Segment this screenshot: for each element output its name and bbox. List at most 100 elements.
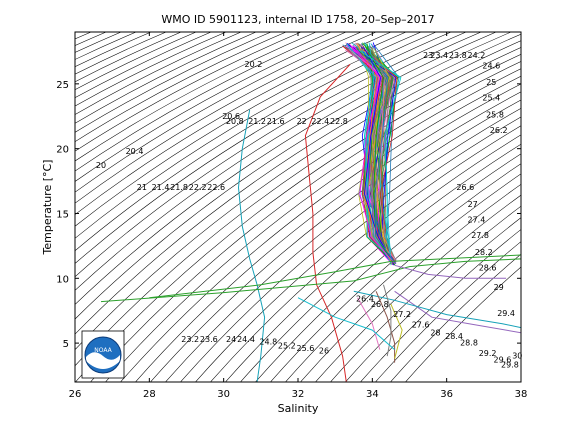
series-line (353, 290, 521, 329)
y-tick-label: 5 (63, 339, 69, 350)
isopycnal-line (270, 163, 521, 382)
y-tick-label: 15 (56, 209, 69, 220)
isopycnal-label: 20.8 (226, 117, 244, 126)
x-tick-label: 38 (515, 389, 528, 400)
isopycnal-line (240, 143, 521, 382)
profile-trace (369, 45, 394, 263)
x-axis: 26 28 30 32 34 36 38 (69, 32, 528, 400)
isopycnal-label: 24.8 (259, 337, 277, 346)
isopycnal-line (165, 99, 521, 382)
isopycnal-label: 22.2 (189, 183, 207, 192)
isopycnal-label: 26.6 (456, 183, 474, 192)
isopycnal-label: 27.4 (467, 216, 485, 225)
series-line (394, 290, 521, 334)
isopycnal-line (210, 125, 521, 382)
isopycnal-line (75, 32, 392, 215)
y-tick-label: 20 (56, 145, 69, 156)
isopycnal-label: 20.6 (222, 112, 240, 121)
isopycnal-label: 24.2 (467, 51, 485, 60)
isopycnal-label: 23.2 (181, 335, 199, 344)
isopycnal-label: 23.6 (200, 335, 218, 344)
isopycnal-line (75, 32, 377, 204)
isopycnal-label: 26.2 (490, 126, 508, 135)
profile-trace (366, 49, 397, 265)
isopycnal-line (225, 134, 521, 382)
series-line (304, 64, 351, 382)
isopycnal-line (75, 40, 521, 351)
profile-series (100, 42, 521, 382)
series-line (357, 297, 381, 350)
isopycnal-label: 28.6 (479, 264, 497, 273)
series-line (394, 264, 507, 279)
isopycnal-label: 28.4 (445, 332, 463, 341)
isopycnal-label: 20.2 (244, 60, 262, 69)
isopycnal-line (75, 32, 302, 152)
isopycnal-line (75, 32, 347, 182)
isopycnal-label: 28.8 (460, 339, 478, 348)
isopycnal-label: 26.8 (371, 300, 389, 309)
x-tick-label: 32 (292, 389, 305, 400)
isopycnal-line (75, 32, 272, 133)
isopycnal-line (285, 173, 521, 382)
isopycnal-line (255, 153, 521, 382)
isopycnal-line (180, 108, 521, 382)
isopycnal-line (75, 32, 137, 60)
chart-title: WMO ID 5901123, internal ID 1758, 20–Sep… (161, 13, 434, 26)
profile-trace (362, 46, 395, 265)
isopycnal-label: 24.6 (482, 61, 500, 70)
isopycnal-line (75, 32, 512, 320)
isopycnal-label: 23.8 (449, 51, 467, 60)
isopycnal-label: 28 (430, 328, 440, 337)
isopycnal-label: 23 (423, 51, 433, 60)
isopycnal-label: 29.8 (501, 361, 519, 370)
isopycnal-label: 29 (494, 283, 504, 292)
isopycnal-label: 24 (226, 335, 236, 344)
isopycnal-line (390, 253, 521, 382)
y-tick-label: 25 (56, 80, 69, 91)
series-line (149, 254, 521, 299)
isopycnal-label: 25.8 (486, 111, 504, 120)
isopycnal-line (75, 32, 257, 124)
isopycnal-line (105, 68, 521, 382)
isopycnal-line (195, 116, 521, 382)
isopycnal-labels: 20 20.4 21 21.4 21.8 22.2 22.6 20.620.8 21.2 21.6… (96, 51, 522, 370)
isopycnal-line (375, 241, 521, 382)
isopycnal-line (75, 32, 167, 75)
isopycnal-line (90, 61, 521, 382)
isopycnal-line (405, 266, 521, 382)
isopycnal-line (75, 32, 227, 107)
isopycnal-label: 27.2 (393, 310, 411, 319)
isopycnal-label: 27.8 (471, 231, 489, 240)
isopycnal-label: 21.4 (152, 183, 170, 192)
isopycnal-label: 30 (512, 352, 522, 361)
x-tick-label: 36 (440, 389, 453, 400)
isopycnal-label: 20 (96, 161, 106, 170)
isopycnal-label: 24.4 (237, 335, 255, 344)
isopycnal-line (75, 32, 182, 83)
isopycnal-line (120, 75, 521, 382)
series-line (100, 258, 521, 303)
profile-trace (368, 47, 396, 263)
isopycnal-label: 27 (468, 200, 478, 209)
isopycnal-label: 22.6 (207, 183, 225, 192)
isopycnal-label: 29.4 (497, 309, 515, 318)
isopycnal-line (75, 32, 332, 172)
isopycnal-label: 23.4 (430, 51, 448, 60)
isopycnal-line (75, 32, 467, 278)
isopycnal-label: 21.6 (267, 117, 285, 126)
isopycnal-line (75, 47, 521, 367)
noaa-logo-text: NOAA (94, 347, 112, 354)
isopycnal-label: 27.6 (412, 321, 430, 330)
isopycnal-line (345, 217, 521, 382)
isopycnal-label: 28.2 (475, 248, 493, 257)
isopycnal-line (75, 32, 212, 99)
isopycnal-line (315, 194, 521, 382)
x-tick-label: 34 (366, 389, 379, 400)
noaa-logo: NOAA (81, 330, 125, 379)
isopycnal-label: 29.2 (479, 349, 497, 358)
x-tick-label: 30 (217, 389, 230, 400)
isopycnal-line (75, 32, 482, 291)
series-line (390, 304, 403, 359)
isopycnal-label: 29.6 (493, 356, 511, 365)
